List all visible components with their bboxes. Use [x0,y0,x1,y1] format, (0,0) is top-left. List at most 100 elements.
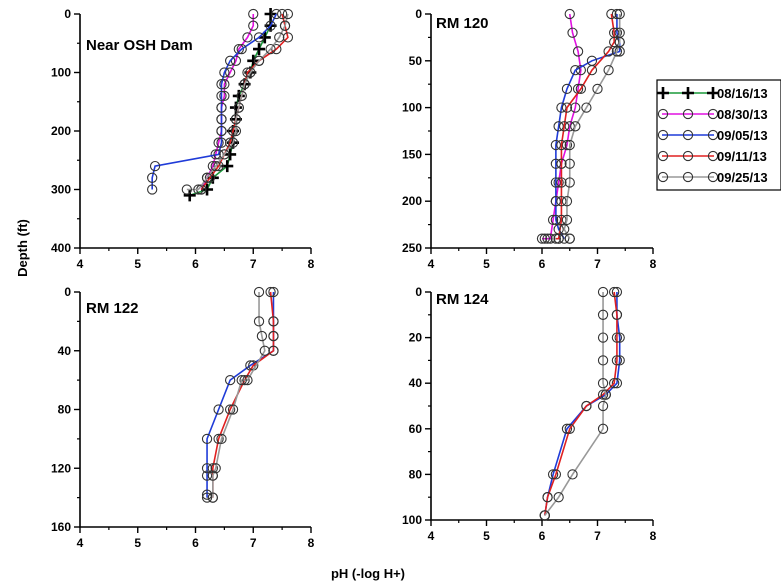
series-09-05-13 [147,8,282,195]
data-point [276,8,288,20]
data-point [553,177,564,188]
data-point [259,345,270,356]
x-tick-label: 6 [192,536,199,550]
x-tick-label: 8 [308,257,315,271]
data-point [559,224,570,235]
data-point [572,46,584,57]
legend-marker [657,129,669,141]
data-point [597,389,609,400]
data-point [242,32,253,43]
data-point [614,332,625,343]
data-point [550,214,562,226]
data-point [265,286,276,298]
series-09-25-13 [539,286,611,521]
x-tick-label: 6 [192,257,199,271]
y-tick-label: 120 [51,461,71,475]
data-point [268,316,279,327]
y-tick-label: 80 [58,403,72,417]
data-point [183,189,196,202]
y-tick-label: 400 [51,241,71,255]
data-point [570,121,581,132]
data-point [216,114,227,125]
data-point [253,316,265,327]
data-point [542,492,553,503]
x-tick-label: 8 [308,536,315,550]
x-tick-label: 7 [594,529,601,543]
data-point [219,149,230,160]
data-point [550,158,562,169]
data-point [207,492,218,503]
data-point [581,102,592,113]
x-tick-label: 4 [77,257,84,271]
data-point [224,67,236,78]
data-point [539,510,550,521]
data-point [611,27,623,38]
y-tick-label: 100 [51,66,71,80]
series-09-25-13 [181,8,294,195]
data-point [201,433,213,445]
series-line [543,291,618,516]
y-tick-label: 150 [402,147,422,161]
data-point [216,433,227,445]
data-point [264,8,277,20]
legend-marker [682,150,694,162]
data-point [210,160,221,172]
data-point [611,286,623,298]
legend-marker [707,150,719,162]
x-tick-label: 7 [250,536,257,550]
y-tick-label: 40 [409,376,423,390]
series-09-25-13 [207,286,270,503]
data-point [201,492,213,503]
data-point [216,102,227,113]
data-point [213,137,224,148]
legend-item-08-16-13: 08/16/13 [657,86,768,101]
data-point [227,137,239,148]
legend-item-08-30-13: 08/30/13 [657,107,768,122]
data-point [253,32,265,43]
data-point [213,149,224,160]
x-tick-label: 8 [650,257,657,271]
data-point [219,79,230,90]
x-tick-label: 4 [428,529,435,543]
x-tick-label: 6 [539,529,546,543]
data-point [556,139,567,151]
data-point [561,423,573,434]
x-tick-label: 4 [428,257,435,271]
data-point [210,463,221,474]
data-point [542,233,553,244]
legend-label: 09/05/13 [717,128,768,143]
data-point [564,177,575,188]
data-point [606,8,617,20]
legend-marker [707,108,719,120]
data-point [236,43,247,55]
panel-title: RM 124 [436,291,489,308]
series-line [212,291,275,498]
data-point [559,121,570,132]
legend-label: 09/11/13 [717,149,767,164]
data-point [274,32,285,43]
data-point [550,177,562,188]
series-line [544,292,607,516]
y-tick-label: 0 [415,285,422,299]
y-tick-label: 80 [409,467,423,481]
data-point [611,309,623,320]
data-point [201,470,213,481]
x-tick-label: 5 [483,529,490,543]
data-point [614,8,625,20]
data-point [597,400,609,412]
y-tick-label: 40 [58,344,72,358]
legend-item-09-25-13: 09/25/13 [657,170,768,185]
x-tick-label: 5 [483,257,490,271]
data-point [224,374,236,386]
data-point [592,83,603,95]
y-tick-label: 250 [402,241,422,255]
data-point [564,8,575,20]
data-point [253,55,265,66]
data-point [265,20,276,31]
data-point [247,54,260,67]
data-point [556,196,567,207]
data-point [575,83,586,95]
legend-item-09-05-13: 09/05/13 [657,128,768,143]
